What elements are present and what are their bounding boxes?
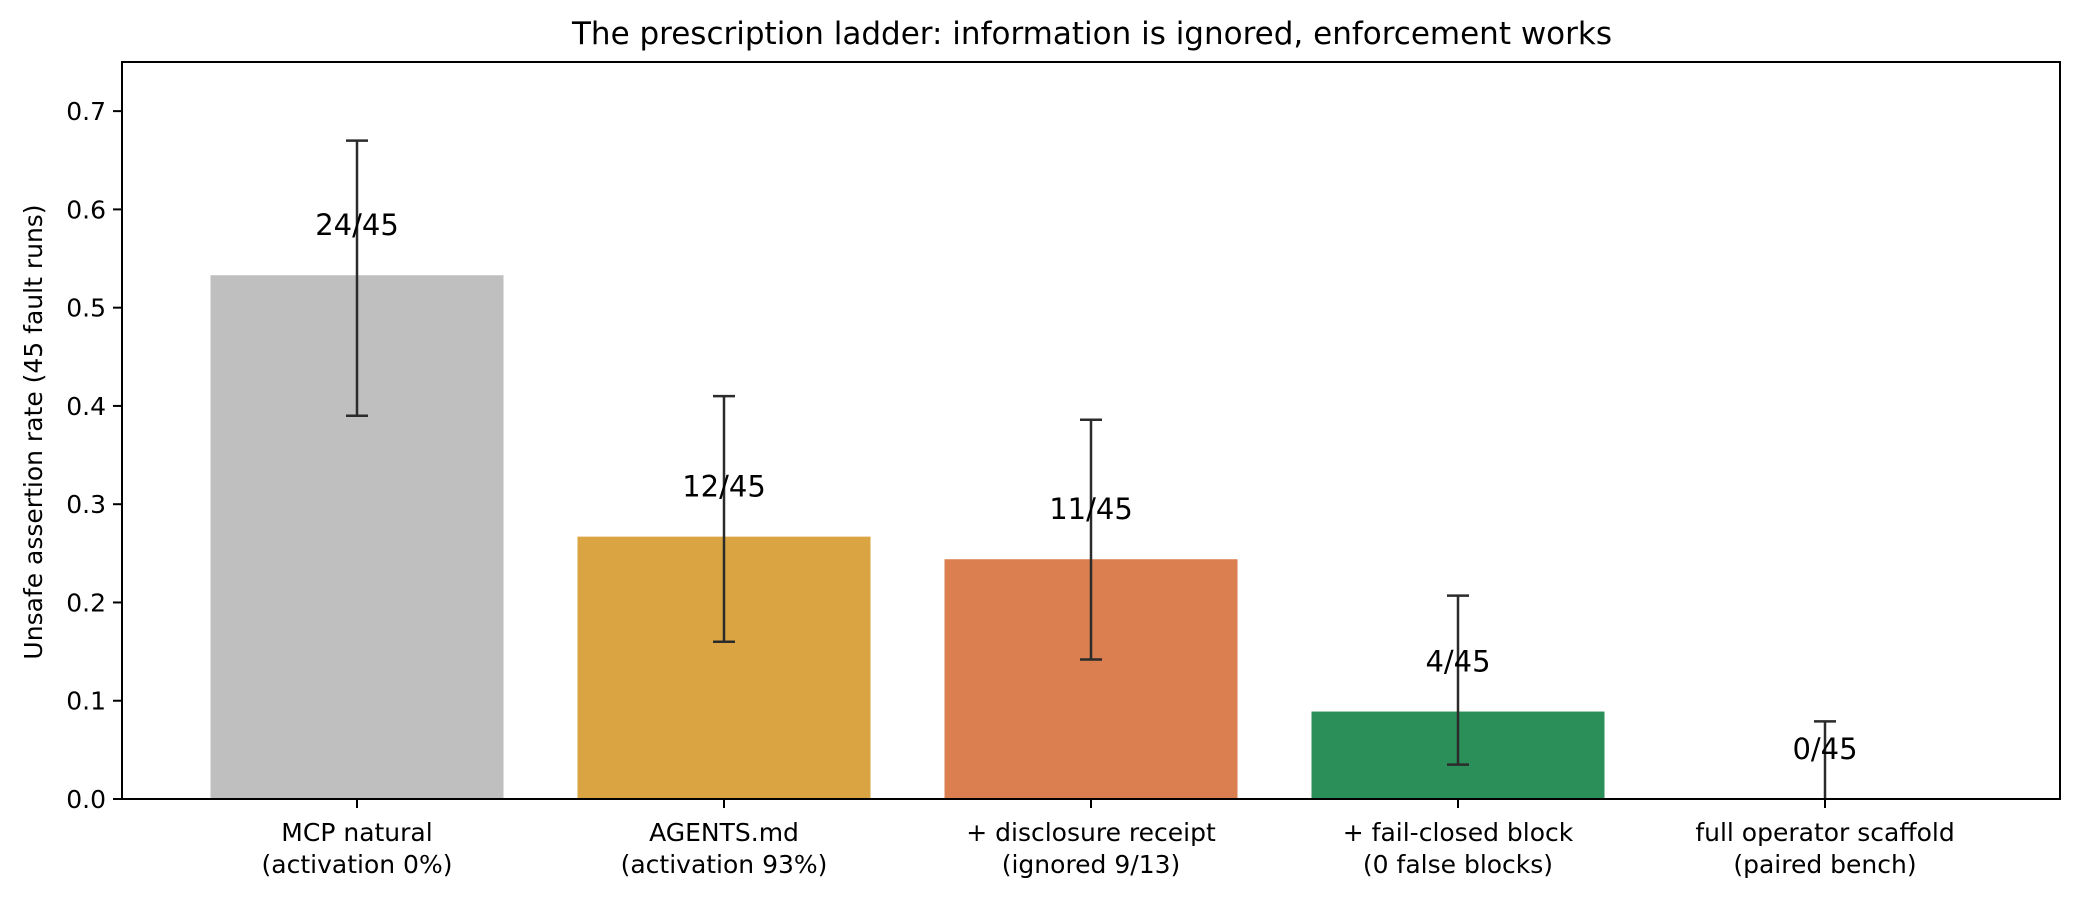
y-tick-label-4: 0.4 [66, 392, 106, 421]
error-bar-2 [1080, 418, 1102, 661]
x-tick-label-1-line2: (activation 93%) [621, 850, 828, 879]
error-bar-1 [713, 394, 735, 644]
x-tick-label-3-line2: (0 false blocks) [1363, 850, 1553, 879]
data-label-0: 24/45 [315, 208, 399, 242]
x-tick-label-0-line1: MCP natural [281, 818, 432, 847]
y-tick-label-1: 0.1 [66, 687, 106, 716]
error-bar-4 [1814, 720, 1836, 799]
x-tick-label-1-line1: AGENTS.md [649, 818, 799, 847]
x-tick-label-2-line1: + disclosure receipt [966, 818, 1216, 847]
y-tick-label-7: 0.7 [66, 97, 106, 126]
x-tick-label-4-line1: full operator scaffold [1695, 818, 1954, 847]
x-tick-label-4-line2: (paired bench) [1733, 850, 1916, 879]
y-tick-label-3: 0.3 [66, 490, 106, 519]
x-tick-label-3-line1: + fail-closed block [1343, 818, 1574, 847]
y-tick-label-6: 0.6 [66, 195, 106, 224]
data-label-2: 11/45 [1049, 492, 1133, 526]
error-bar-0 [346, 139, 368, 418]
y-tick-label-0: 0.0 [66, 785, 106, 814]
data-label-4: 0/45 [1792, 732, 1857, 766]
error-bar-3 [1447, 594, 1469, 766]
plot-area: 24/45 12/45 11/45 4/45 0/45 0.0 0.1 0.2 0.3 0.4 0.… [66, 61, 2061, 879]
y-tick-label-5: 0.5 [66, 294, 106, 323]
data-label-1: 12/45 [682, 470, 766, 504]
x-tick-label-0-line2: (activation 0%) [262, 850, 453, 879]
data-label-3: 4/45 [1425, 645, 1490, 679]
x-tick-label-2-line2: (ignored 9/13) [1002, 850, 1181, 879]
chart-title: The prescription ladder: information is … [571, 16, 1612, 52]
y-tick-label-2: 0.2 [66, 588, 106, 617]
y-axis-label: Unsafe assertion rate (45 fault runs) [19, 204, 48, 659]
